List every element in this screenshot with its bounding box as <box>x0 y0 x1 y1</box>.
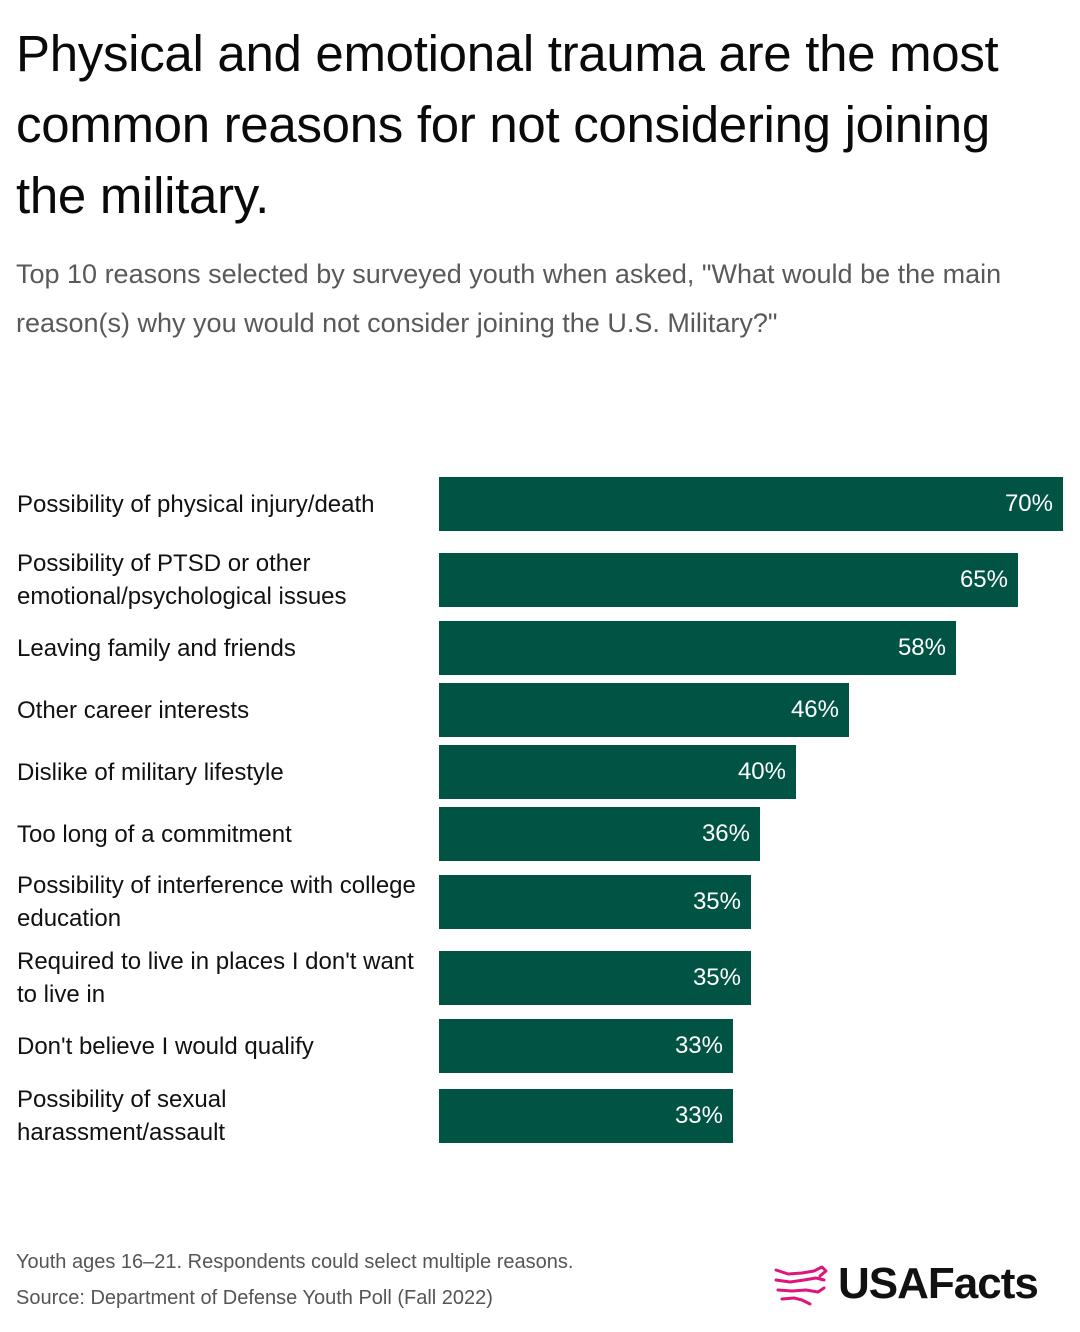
bar: 70% <box>439 477 1063 531</box>
bar-value-label: 35% <box>692 888 741 915</box>
bar-value-label: 35% <box>692 964 741 991</box>
bar-value-label: 70% <box>1004 490 1053 517</box>
category-label: Possibility of physical injury/death <box>17 490 375 518</box>
footer-note: Youth ages 16–21. Respondents could sele… <box>16 1251 574 1273</box>
category-label: Possibility of interference with college… <box>17 872 416 932</box>
bar-value-label: 40% <box>737 758 786 785</box>
category-label: Dislike of military lifestyle <box>17 758 284 786</box>
bar-value-label: 33% <box>674 1102 723 1129</box>
category-label: Possibility of sexual harassment/assault <box>17 1086 227 1146</box>
category-label: Too long of a commitment <box>17 820 292 848</box>
chart-title: Physical and emotional trauma are the mo… <box>16 25 999 224</box>
category-label: Leaving family and friends <box>17 634 296 662</box>
bar-value-label: 46% <box>790 696 839 723</box>
usa-flag-map-icon <box>774 1265 828 1306</box>
bar: 46% <box>439 683 849 737</box>
chart-subtitle: Top 10 reasons selected by surveyed yout… <box>16 259 1002 338</box>
footer-source: Source: Department of Defense Youth Poll… <box>16 1287 493 1309</box>
bar-value-label: 33% <box>674 1032 723 1059</box>
usafacts-logo: USAFacts <box>772 1254 1039 1314</box>
category-label: Don't believe I would qualify <box>17 1032 314 1060</box>
bar: 65% <box>439 553 1018 607</box>
bar: 33% <box>439 1089 733 1143</box>
category-label: Required to live in places I don't want … <box>17 948 414 1008</box>
bar-value-label: 36% <box>701 820 750 847</box>
bar: 58% <box>439 621 956 675</box>
logo-text: USAFacts <box>838 1259 1039 1308</box>
category-label: Possibility of PTSD or other emotional/p… <box>17 550 347 610</box>
footer: Youth ages 16–21. Respondents could sele… <box>16 1244 573 1316</box>
bar: 35% <box>439 951 751 1005</box>
category-label: Other career interests <box>17 696 250 724</box>
bar-chart: Possibility of physical injury/death 70% P… <box>0 470 1080 1160</box>
bar: 35% <box>439 875 751 929</box>
bar: 33% <box>439 1019 733 1073</box>
bar-value-label: 58% <box>897 634 946 661</box>
bar: 36% <box>439 807 760 861</box>
bar-value-label: 65% <box>959 566 1008 593</box>
bar: 40% <box>439 745 796 799</box>
